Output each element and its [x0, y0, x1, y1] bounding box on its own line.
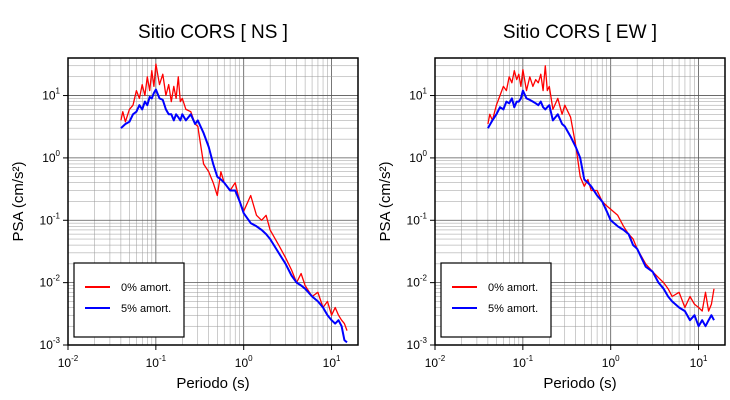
x-axis-label: Periodo (s) [543, 375, 616, 392]
plot-frame [67, 57, 359, 346]
y-tick-label: 10-1 [40, 211, 61, 227]
legend-label: 0% amort. [121, 282, 171, 294]
chart-panel-ns: 0% amort.5% amort.10-2 10-1 100 10110-310-2… [10, 22, 359, 392]
y-tick-label: 10-3 [40, 336, 61, 352]
legend-label: 5% amort. [488, 303, 538, 315]
series-line-blue [487, 89, 715, 328]
chart-panel-ew: 0% amort.5% amort.10-2 10-1 100 10110-310-2… [377, 22, 726, 392]
series-line-red [120, 63, 348, 331]
y-tick-label: 100 [42, 149, 60, 165]
x-tick-label: 10-2 [425, 354, 446, 370]
x-tick-label: 101 [323, 354, 341, 370]
x-axis-label: Periodo (s) [176, 375, 249, 392]
legend-box [73, 262, 185, 338]
x-tick-label: 10-1 [146, 354, 167, 370]
x-tick-label: 100 [602, 354, 620, 370]
y-tick-label: 10-3 [407, 336, 428, 352]
chart-title: Sitio CORS [ EW ] [503, 22, 657, 43]
legend: 0% amort. 5% amort. [73, 262, 185, 338]
x-tick-label: 100 [235, 354, 253, 370]
x-ticks: 10-2 10-1 100 101 [58, 345, 341, 370]
legend-label: 5% amort. [121, 303, 171, 315]
chart-title: Sitio CORS [ NS ] [138, 22, 288, 43]
x-tick-label: 10-2 [58, 354, 79, 370]
y-tick-label: 101 [42, 87, 60, 103]
y-tick-label: 101 [409, 87, 427, 103]
x-tick-label: 10-1 [513, 354, 534, 370]
x-tick-label: 101 [690, 354, 708, 370]
y-tick-label: 10-2 [40, 274, 61, 290]
y-tick-label: 100 [409, 149, 427, 165]
y-tick-label: 10-1 [407, 211, 428, 227]
series-line-blue [120, 88, 348, 344]
y-ticks: 10-3 10-2 10-1 100 101 [40, 87, 68, 352]
y-tick-label: 10-2 [407, 274, 428, 290]
y-axis-label: PSA (cm/s²) [377, 161, 394, 241]
legend: 0% amort. 5% amort. [440, 262, 552, 338]
plot-frame [434, 57, 726, 346]
legend-label: 0% amort. [488, 282, 538, 294]
x-ticks: 10-2 10-1 100 101 [425, 345, 708, 370]
y-ticks: 10-3 10-2 10-1 100 101 [407, 87, 435, 352]
legend-box [440, 262, 552, 338]
y-axis-label: PSA (cm/s²) [10, 161, 27, 241]
